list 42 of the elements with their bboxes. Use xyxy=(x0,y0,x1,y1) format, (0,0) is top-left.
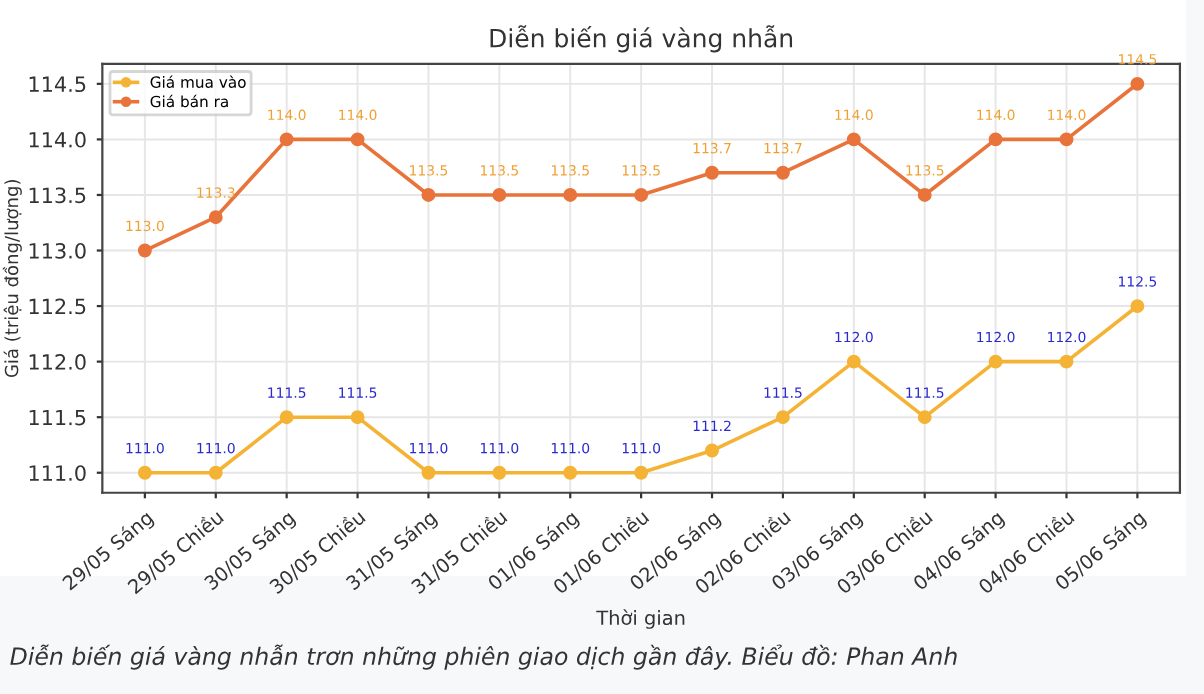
point xyxy=(634,465,649,480)
point xyxy=(421,188,436,202)
point xyxy=(1059,132,1074,147)
point xyxy=(775,165,790,180)
point xyxy=(775,410,790,425)
x-axis-title: Thời gian xyxy=(596,609,685,629)
chart-title: Diễn biến giá vàng nhẫn xyxy=(490,25,793,53)
point xyxy=(563,465,578,480)
point xyxy=(917,188,932,202)
point xyxy=(279,132,294,147)
point xyxy=(634,188,649,202)
point xyxy=(846,354,861,369)
point xyxy=(1130,299,1145,314)
point xyxy=(350,410,365,425)
y-tick-label: 112.0 xyxy=(29,354,86,370)
point xyxy=(492,188,507,202)
y-tick-label: 113.0 xyxy=(29,242,86,259)
point xyxy=(350,132,365,147)
point xyxy=(563,188,578,202)
point xyxy=(988,354,1003,369)
point xyxy=(705,443,719,458)
point xyxy=(1130,76,1145,91)
y-tick-label: 114.0 xyxy=(29,131,86,148)
y-tick-label: 112.5 xyxy=(29,298,86,315)
point xyxy=(208,465,223,480)
y-tick-label: 114.5 xyxy=(29,76,86,93)
point xyxy=(846,132,861,147)
point xyxy=(279,410,294,425)
point xyxy=(1059,354,1074,369)
point xyxy=(137,243,152,258)
point xyxy=(988,132,1003,147)
point xyxy=(492,465,507,480)
point xyxy=(705,165,719,180)
point xyxy=(917,410,932,425)
y-tick-label: 113.5 xyxy=(29,187,86,204)
y-tick-label: 111.5 xyxy=(29,409,86,426)
point xyxy=(208,210,223,225)
text: Diễn biến giá vàng nhẫn trơn những phiên giao dịch gần đây. Biểu đồ: Phan Anh xyxy=(10,644,957,670)
y-axis-title: Giá (triệu đồng/lượng) xyxy=(2,180,22,378)
point xyxy=(421,465,436,480)
point xyxy=(137,465,152,480)
y-tick-label: 111.0 xyxy=(29,465,86,481)
